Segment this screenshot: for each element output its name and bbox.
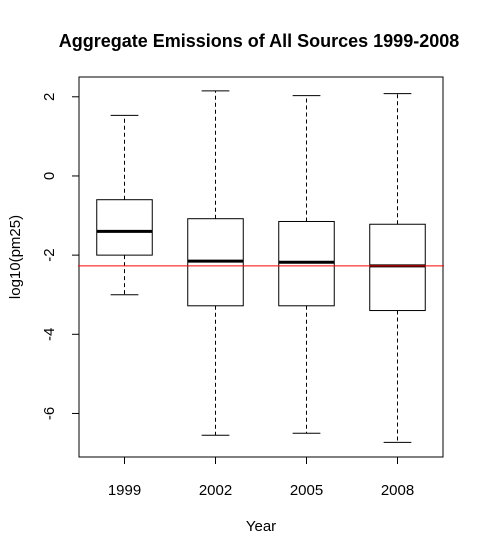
iqr-box-1999: [96, 199, 153, 256]
y-axis-label: log10(pm25): [7, 215, 24, 299]
x-axis: 1999 2002 2005 2008: [108, 457, 414, 499]
box-2008: [369, 93, 426, 443]
box-2005: [278, 95, 335, 434]
y-tick-label: -2: [41, 248, 58, 261]
box-1999: [96, 114, 153, 296]
iqr-box-2008: [369, 223, 426, 312]
x-tick-label: 2005: [290, 482, 323, 499]
y-tick-label: -6: [41, 407, 58, 420]
y-tick-label: 2: [41, 93, 58, 101]
box-2002: [187, 90, 244, 436]
y-tick-label: -4: [41, 328, 58, 341]
y-tick-label: 0: [41, 172, 58, 180]
chart-title: Aggregate Emissions of All Sources 1999-…: [59, 31, 460, 51]
boxes-layer: [96, 90, 426, 443]
x-axis-label: Year: [246, 518, 276, 535]
y-axis: 2 0 -2 -4 -6: [41, 93, 79, 420]
x-tick-label: 2008: [381, 482, 414, 499]
plot-frame: [78, 76, 444, 458]
x-tick-label: 2002: [199, 482, 232, 499]
x-tick-label: 1999: [108, 482, 141, 499]
